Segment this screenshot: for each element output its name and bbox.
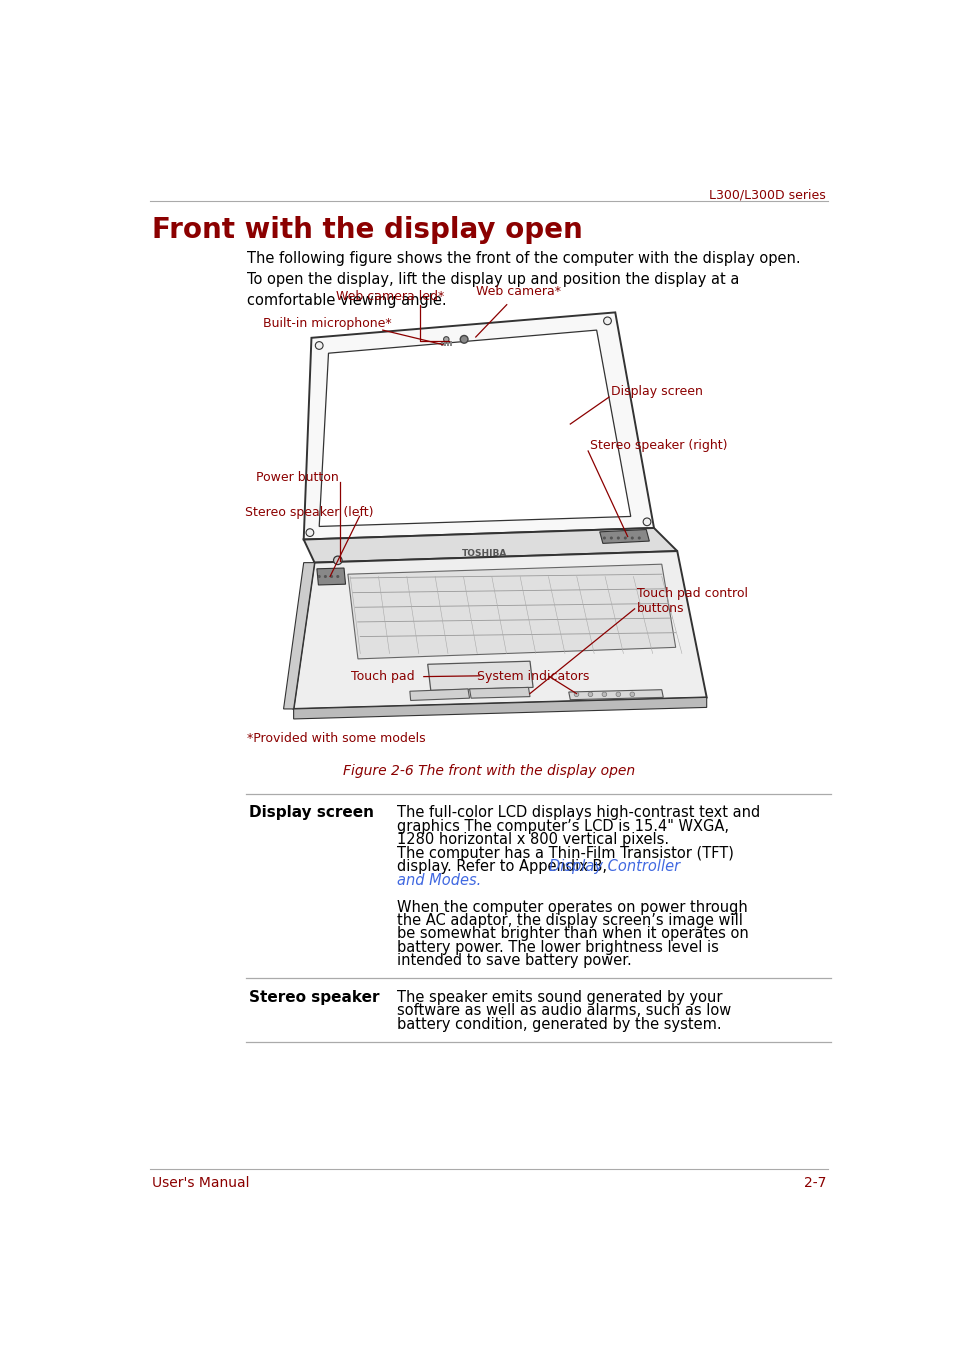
Text: *Provided with some models: *Provided with some models	[247, 731, 425, 745]
Text: battery condition, generated by the system.: battery condition, generated by the syst…	[396, 1017, 720, 1032]
Text: The speaker emits sound generated by your: The speaker emits sound generated by you…	[396, 990, 721, 1005]
Circle shape	[637, 537, 640, 539]
Bar	[443, 341, 445, 346]
Circle shape	[459, 335, 468, 343]
Circle shape	[602, 537, 605, 539]
Circle shape	[616, 692, 620, 696]
Polygon shape	[294, 552, 706, 708]
Circle shape	[323, 575, 327, 579]
Text: Touch pad: Touch pad	[351, 671, 415, 683]
Text: and Modes.: and Modes.	[396, 872, 480, 887]
Text: Display screen: Display screen	[249, 806, 375, 821]
Text: L300/L300D series: L300/L300D series	[709, 188, 825, 201]
Circle shape	[623, 537, 626, 539]
Text: The following figure shows the front of the computer with the display open.
To o: The following figure shows the front of …	[247, 250, 800, 308]
Circle shape	[587, 692, 592, 696]
Text: battery power. The lower brightness level is: battery power. The lower brightness leve…	[396, 940, 718, 955]
Text: display. Refer to Appendix B,: display. Refer to Appendix B,	[396, 859, 611, 875]
Text: System indicators: System indicators	[476, 671, 589, 683]
Circle shape	[315, 342, 323, 349]
Text: software as well as audio alarms, such as low: software as well as audio alarms, such a…	[396, 1003, 730, 1018]
Text: Stereo speaker: Stereo speaker	[249, 990, 379, 1005]
Polygon shape	[568, 690, 662, 700]
Text: The computer has a Thin-Film Transistor (TFT): The computer has a Thin-Film Transistor …	[396, 845, 733, 861]
Circle shape	[629, 692, 634, 696]
Polygon shape	[303, 529, 677, 562]
Text: Web camera*: Web camera*	[476, 285, 560, 297]
Text: Front with the display open: Front with the display open	[152, 216, 582, 245]
Circle shape	[574, 692, 578, 696]
Text: Touch pad control
buttons: Touch pad control buttons	[637, 587, 747, 615]
Polygon shape	[303, 312, 654, 539]
Text: Display Controller: Display Controller	[549, 859, 679, 875]
Polygon shape	[316, 568, 345, 585]
Circle shape	[630, 537, 633, 539]
Text: Stereo speaker (right): Stereo speaker (right)	[589, 439, 726, 452]
Circle shape	[330, 575, 333, 579]
Circle shape	[601, 692, 606, 696]
Bar	[450, 341, 452, 346]
Text: 1280 horizontal x 800 vertical pixels.: 1280 horizontal x 800 vertical pixels.	[396, 831, 668, 848]
Text: 2-7: 2-7	[802, 1175, 825, 1190]
Circle shape	[603, 316, 611, 324]
Polygon shape	[348, 564, 675, 658]
Polygon shape	[319, 330, 630, 526]
Text: intended to save battery power.: intended to save battery power.	[396, 953, 631, 968]
Text: the AC adaptor, the display screen’s image will: the AC adaptor, the display screen’s ima…	[396, 913, 741, 927]
Text: TOSHIBA: TOSHIBA	[462, 549, 507, 558]
Circle shape	[334, 556, 342, 565]
Bar	[440, 341, 442, 346]
Text: Power button: Power button	[256, 472, 339, 484]
Text: Built-in microphone*: Built-in microphone*	[262, 318, 391, 330]
Circle shape	[642, 518, 650, 526]
Polygon shape	[469, 687, 530, 698]
Circle shape	[306, 529, 314, 537]
Polygon shape	[599, 530, 649, 544]
Polygon shape	[283, 562, 314, 708]
Circle shape	[617, 537, 619, 539]
Text: Figure 2-6 The front with the display open: Figure 2-6 The front with the display op…	[342, 764, 635, 779]
Circle shape	[317, 575, 320, 579]
Text: Display screen: Display screen	[611, 385, 702, 399]
Text: Web camera led*: Web camera led*	[335, 291, 444, 303]
Circle shape	[443, 337, 449, 342]
Text: The full-color LCD displays high-contrast text and: The full-color LCD displays high-contras…	[396, 806, 760, 821]
Text: be somewhat brighter than when it operates on: be somewhat brighter than when it operat…	[396, 926, 748, 941]
Text: When the computer operates on power through: When the computer operates on power thro…	[396, 899, 746, 914]
Circle shape	[609, 537, 612, 539]
Polygon shape	[427, 661, 533, 691]
Circle shape	[335, 575, 339, 579]
Polygon shape	[410, 690, 469, 700]
Bar	[447, 341, 449, 346]
Text: Stereo speaker (left): Stereo speaker (left)	[245, 506, 373, 519]
Text: User's Manual: User's Manual	[152, 1175, 249, 1190]
Polygon shape	[294, 698, 706, 719]
Text: graphics The computer’s LCD is 15.4" WXGA,: graphics The computer’s LCD is 15.4" WXG…	[396, 819, 728, 834]
